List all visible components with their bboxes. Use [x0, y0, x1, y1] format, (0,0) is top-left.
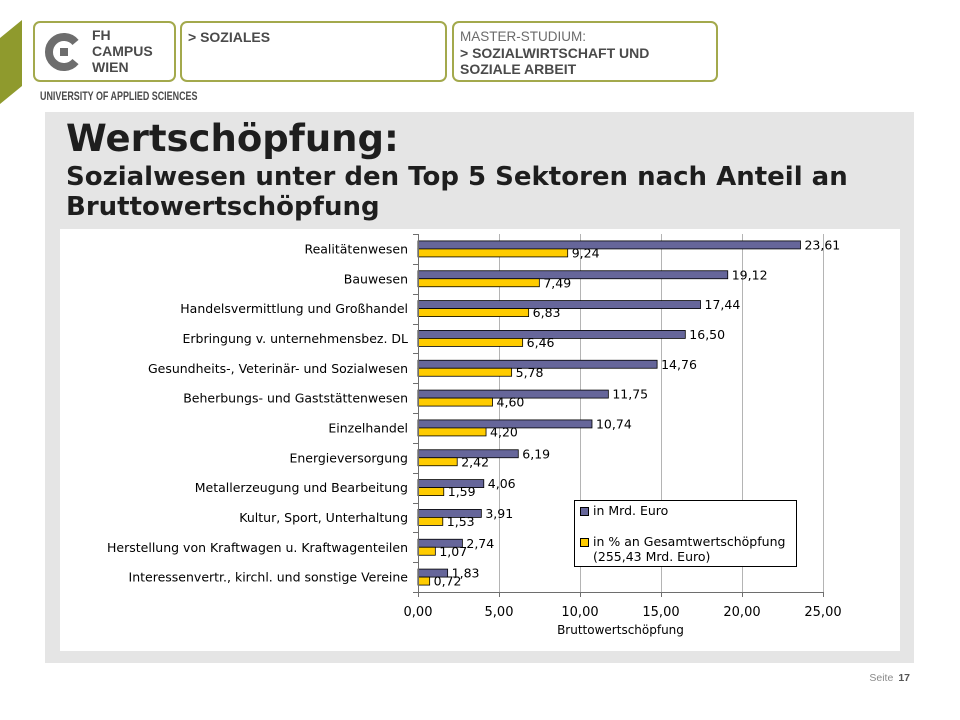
page-footer: Seite 17 — [869, 672, 910, 684]
bar-series-2 — [417, 576, 431, 586]
program-box: MASTER-STUDIUM: > SOZIALWIRTSCHAFT UND S… — [452, 21, 718, 82]
brand-corner-shape — [0, 20, 22, 104]
university-tagline: UNIVERSITY OF APPLIED SCIENCES — [40, 89, 198, 103]
bar-series-2 — [417, 517, 444, 526]
bar-series-2 — [417, 546, 436, 556]
x-tick-label: 15,00 — [642, 605, 679, 620]
value-label-series-1: 4,06 — [488, 476, 516, 491]
legend-swatch-series-1 — [580, 507, 589, 516]
bar-series-1 — [417, 240, 801, 250]
x-axis-title: Bruttowertschöpfung — [557, 623, 684, 637]
category-label: Energieversorgung — [289, 450, 408, 465]
category-label: Realitätenwesen — [304, 241, 408, 256]
legend-label-series-2-line-1: in % an Gesamtwertschöpfung — [593, 534, 786, 549]
slide-subtitle: Sozialwesen unter den Top 5 Sektoren nac… — [66, 162, 848, 222]
chart-area: 23,61 19,12 17,44 16,50 14,76 11,75 10,74 6,19 4… — [60, 229, 900, 651]
bar-series-2 — [417, 278, 540, 288]
value-label-series-2: 0,72 — [434, 574, 462, 589]
legend-label-series-2: in % an Gesamtwertschöpfung (255,43 Mrd.… — [593, 534, 785, 564]
bar-series-2 — [417, 397, 493, 407]
category-label: Herstellung von Kraftwagen u. Kraftwagen… — [107, 540, 408, 555]
category-label: Kultur, Sport, Unterhaltung — [239, 510, 408, 525]
x-tick-label: 5,00 — [485, 605, 514, 620]
value-label-series-2: 5,78 — [516, 365, 544, 380]
department-box: > SOZIALES — [180, 21, 447, 82]
bar-series-2 — [417, 427, 487, 437]
value-label-series-2: 4,20 — [490, 424, 518, 439]
value-label-series-1: 14,76 — [661, 357, 697, 372]
slide-subtitle-line-1: Sozialwesen unter den Top 5 Sektoren nac… — [66, 162, 848, 192]
legend-label-series-1: in Mrd. Euro — [593, 503, 669, 518]
value-label-series-1: 11,75 — [612, 387, 648, 402]
bar-series-2 — [417, 457, 458, 467]
slide-subtitle-line-2: Bruttowertschöpfung — [66, 192, 380, 222]
value-label-series-1: 1,83 — [452, 566, 480, 581]
logo-box: FH CAMPUS WIEN — [33, 21, 176, 82]
legend-label-series-2-line-2: (255,43 Mrd. Euro) — [593, 549, 711, 564]
x-tick-label: 10,00 — [561, 605, 598, 620]
bar-chart: 23,61 19,12 17,44 16,50 14,76 11,75 10,74 6,19 4… — [107, 234, 842, 637]
value-label-series-1: 17,44 — [705, 297, 741, 312]
value-label-series-2: 6,83 — [533, 305, 561, 320]
category-label: Handelsvermittlung und Großhandel — [180, 301, 408, 316]
value-label-series-1: 2,74 — [466, 536, 494, 551]
category-label: Erbringung v. unternehmensbez. DL — [183, 331, 409, 346]
department-label: > SOZIALES — [188, 29, 271, 45]
value-label-series-2: 6,46 — [527, 335, 555, 350]
value-label-series-2: 1,53 — [447, 514, 475, 529]
chart-legend: in Mrd. Euro in % an Gesamtwertschöpfung… — [574, 500, 797, 567]
value-label-series-1: 23,61 — [804, 237, 840, 252]
logo-line-wien: WIEN — [92, 59, 129, 75]
program-name-line-2: SOZIALE ARBEIT — [460, 61, 577, 77]
logo-line-fh: FH — [92, 27, 111, 43]
value-label-series-1: 19,12 — [732, 267, 768, 282]
page-number: 17 — [898, 672, 910, 684]
legend-swatch-series-2 — [580, 538, 589, 547]
x-tick-label: 20,00 — [723, 605, 760, 620]
bar-series-2 — [417, 367, 513, 377]
value-label-series-1: 16,50 — [689, 327, 725, 342]
bar-series-2 — [417, 338, 524, 347]
x-tick-label: 25,00 — [804, 605, 841, 620]
category-label: Bauwesen — [344, 271, 408, 286]
value-label-series-1: 10,74 — [596, 416, 632, 431]
bar-series-1 — [417, 270, 729, 280]
value-label-series-1: 6,19 — [522, 446, 550, 461]
value-label-series-2: 7,49 — [543, 275, 571, 290]
category-label: Gesundheits-, Veterinär- und Sozialwesen — [148, 361, 408, 376]
logo-wordmark: FH CAMPUS WIEN — [92, 27, 153, 75]
value-label-series-1: 3,91 — [485, 506, 513, 521]
value-label-series-2: 9,24 — [572, 245, 600, 260]
value-label-series-2: 4,60 — [497, 395, 525, 410]
value-label-series-2: 1,07 — [439, 544, 467, 559]
x-tick-label: 0,00 — [404, 605, 433, 620]
page-label: Seite — [869, 672, 894, 684]
bar-series-2 — [417, 308, 530, 317]
logo-line-campus: CAMPUS — [92, 43, 153, 59]
program-type-label: MASTER-STUDIUM: — [460, 29, 586, 44]
category-label: Beherbungs- und Gaststättenwesen — [183, 391, 408, 406]
slide-title: Wertschöpfung: — [66, 117, 399, 160]
category-label: Interessenvertr., kirchl. und sonstige V… — [129, 570, 409, 585]
value-label-series-2: 1,59 — [448, 484, 476, 499]
program-name-line-1: > SOZIALWIRTSCHAFT UND — [460, 45, 650, 61]
value-label-series-2: 2,42 — [461, 454, 489, 469]
category-label: Metallerzeugung und Bearbeitung — [195, 480, 408, 495]
category-label: Einzelhandel — [328, 420, 408, 435]
bar-series-2 — [417, 248, 569, 258]
bar-series-2 — [417, 487, 445, 496]
campus-logo-icon — [45, 33, 79, 71]
